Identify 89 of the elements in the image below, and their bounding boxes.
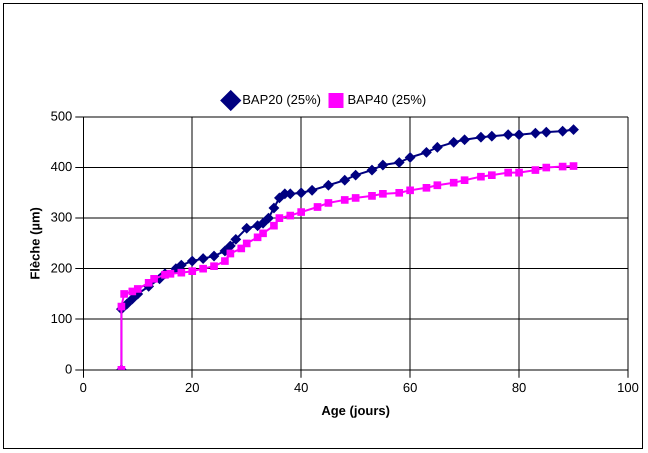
- point: [144, 279, 152, 287]
- point: [324, 199, 332, 207]
- point: [259, 229, 267, 238]
- y-tick-label: 300: [50, 210, 72, 225]
- point: [314, 203, 322, 211]
- point: [230, 234, 241, 244]
- point: [514, 130, 524, 140]
- point: [450, 178, 458, 187]
- point: [242, 223, 252, 234]
- point: [350, 170, 361, 180]
- point: [340, 175, 350, 186]
- point: [460, 176, 468, 184]
- point: [286, 212, 294, 220]
- point: [568, 124, 579, 135]
- point: [242, 240, 251, 248]
- x-tick-label: 60: [402, 380, 418, 396]
- point: [460, 134, 470, 145]
- y-tick-label: 200: [50, 260, 72, 276]
- point: [237, 244, 246, 252]
- point: [541, 127, 552, 138]
- x-tick-label: 20: [185, 380, 200, 396]
- y-tick-label: 500: [50, 108, 72, 124]
- point: [405, 152, 416, 162]
- point: [421, 147, 432, 158]
- point: [432, 142, 442, 152]
- point: [210, 262, 218, 270]
- y-tick-label: 0: [65, 361, 72, 376]
- point: [221, 257, 229, 265]
- point: [128, 288, 136, 296]
- point: [323, 180, 334, 190]
- point: [542, 164, 550, 172]
- point: [379, 190, 387, 198]
- point: [532, 166, 540, 174]
- point: [166, 270, 174, 278]
- point: [352, 194, 360, 202]
- x-tick-label: 80: [512, 380, 526, 396]
- point: [366, 165, 377, 176]
- point: [226, 250, 234, 258]
- point: [307, 185, 318, 196]
- x-tick-label: 40: [294, 380, 308, 396]
- point: [477, 172, 485, 180]
- point: [422, 184, 430, 192]
- point: [274, 192, 284, 203]
- point: [503, 130, 514, 140]
- point: [476, 132, 486, 142]
- legend-label: BAP40 (25%): [348, 92, 426, 108]
- point: [368, 192, 376, 200]
- point: [199, 264, 207, 273]
- x-tick-label: 100: [617, 380, 639, 396]
- point: [570, 162, 578, 170]
- point: [263, 213, 274, 224]
- legend-label: BAP20 (25%): [242, 92, 322, 108]
- point: [120, 290, 128, 298]
- point: [118, 302, 126, 310]
- point: [378, 160, 388, 170]
- point: [187, 256, 198, 266]
- point: [270, 222, 278, 230]
- point: [486, 131, 497, 142]
- point: [134, 285, 142, 293]
- point: [225, 240, 236, 251]
- point: [448, 137, 459, 148]
- point: [188, 267, 196, 276]
- point: [406, 186, 414, 194]
- point: [488, 171, 496, 179]
- point: [395, 189, 404, 197]
- point: [504, 168, 512, 176]
- point: [268, 203, 279, 214]
- point: [209, 251, 220, 262]
- point: [394, 158, 404, 168]
- point: [178, 268, 186, 277]
- point: [150, 274, 158, 283]
- point: [530, 128, 540, 138]
- point: [296, 188, 306, 198]
- point: [340, 196, 349, 204]
- point: [558, 162, 566, 170]
- x-tick-label: 0: [80, 380, 87, 396]
- y-axis-title: Flèche (µm): [27, 207, 42, 280]
- point: [198, 254, 208, 264]
- x-axis-title: Age (jours): [321, 402, 390, 418]
- point: [558, 126, 568, 136]
- point: [297, 208, 306, 216]
- point: [176, 260, 186, 270]
- point: [258, 218, 268, 228]
- point: [276, 214, 284, 222]
- point: [127, 294, 138, 304]
- point: [515, 168, 523, 176]
- y-tick-label: 400: [50, 159, 72, 174]
- point: [434, 181, 442, 190]
- y-tick-label: 100: [50, 310, 72, 326]
